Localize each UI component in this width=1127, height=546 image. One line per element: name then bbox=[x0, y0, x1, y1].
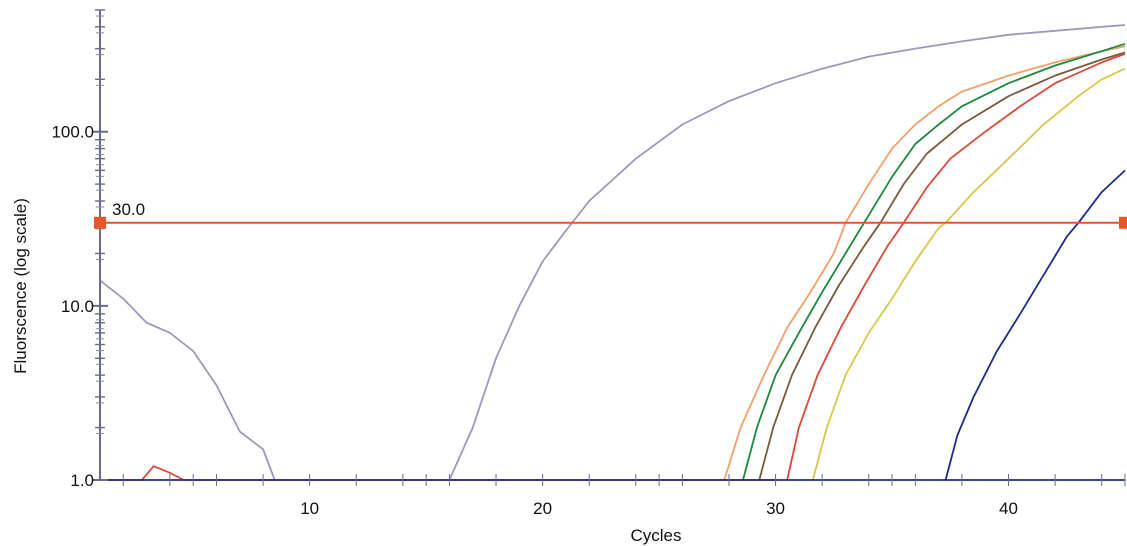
threshold-label: 30.0 bbox=[112, 200, 145, 219]
threshold-handle-left bbox=[94, 216, 106, 229]
series-line-5 bbox=[758, 51, 1126, 481]
y-tick-label: 10.0 bbox=[61, 297, 94, 316]
series-line-1 bbox=[99, 279, 276, 481]
x-tick-label: 20 bbox=[533, 499, 552, 518]
series-line-7 bbox=[811, 67, 1126, 481]
series-line-8 bbox=[944, 169, 1126, 481]
series-line-2 bbox=[448, 24, 1126, 481]
series-line-9 bbox=[100, 465, 776, 481]
x-tick-label: 30 bbox=[766, 499, 785, 518]
series-line-3 bbox=[723, 45, 1126, 481]
axes-layer: 1.0 10.0 100.0 10 20 30 40 bbox=[51, 9, 1126, 518]
series-line-6 bbox=[786, 53, 1126, 481]
x-tick-label: 40 bbox=[999, 499, 1018, 518]
x-axis-title: Cycles bbox=[630, 526, 681, 545]
y-tick-label: 100.0 bbox=[51, 123, 94, 142]
threshold-layer: 30.0 bbox=[94, 200, 1127, 229]
series-line-4 bbox=[742, 42, 1126, 481]
y-tick-label: 1.0 bbox=[70, 471, 94, 490]
x-tick-label: 10 bbox=[300, 499, 319, 518]
threshold-handle-right bbox=[1119, 216, 1127, 229]
curve-layer bbox=[99, 24, 1126, 481]
y-axis-title: Fluorscence (log scale) bbox=[11, 198, 30, 374]
